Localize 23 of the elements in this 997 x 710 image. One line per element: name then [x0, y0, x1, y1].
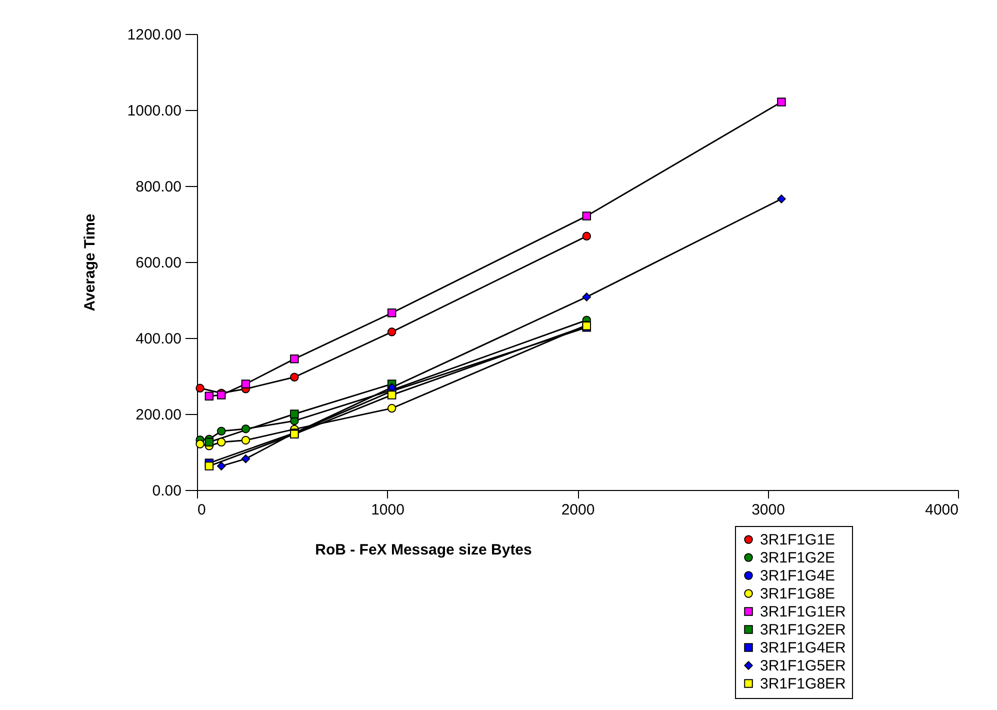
legend-label: 3R1F1G2E [760, 550, 836, 566]
y-tick-label: 400.00 [136, 330, 182, 348]
legend-label: 3R1F1G2ER [760, 622, 846, 638]
legend-label: 3R1F1G1E [760, 532, 836, 548]
x-tick-label: 1000 [371, 502, 404, 518]
y-tick-label: 1200.00 [127, 26, 182, 44]
x-tick-label: 2000 [561, 502, 595, 518]
y-tick-label: 1000.00 [127, 102, 182, 120]
legend-label: 3R1F1G8ER [760, 676, 846, 692]
legend-label: 3R1F1G4ER [760, 640, 846, 656]
y-tick-label: 0.00 [152, 482, 182, 500]
y-tick-label: 200.00 [136, 406, 182, 424]
y-tick-label: 800.00 [136, 178, 182, 196]
x-tick-label: 0 [198, 502, 206, 518]
x-tick-label: 4000 [925, 502, 958, 518]
y-tick-label: 600.00 [136, 254, 182, 272]
x-axis-title: RoB - FeX Message size Bytes [315, 542, 532, 558]
legend-label: 3R1F1G4E [760, 568, 836, 584]
legend-label: 3R1F1G5ER [760, 658, 846, 674]
legend-label: 3R1F1G8E [760, 586, 836, 602]
x-tick-label: 3000 [752, 502, 785, 518]
y-axis-title: Average Time [81, 214, 98, 312]
legend-label: 3R1F1G1ER [760, 604, 846, 620]
